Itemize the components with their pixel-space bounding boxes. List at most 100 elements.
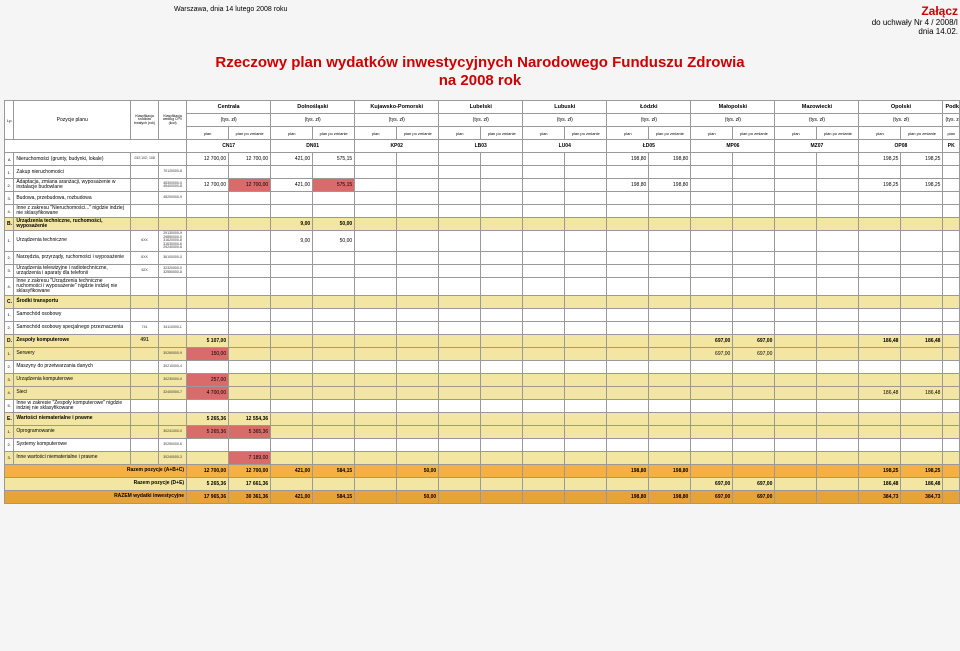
cell bbox=[649, 308, 691, 321]
hdr-region: Łódzki bbox=[607, 101, 691, 114]
cell bbox=[649, 347, 691, 360]
cell bbox=[859, 166, 901, 179]
cell bbox=[313, 412, 355, 425]
cell bbox=[775, 386, 817, 399]
cell bbox=[607, 373, 649, 386]
cell bbox=[439, 231, 481, 252]
footer-label: RAZEM wydatki inwestycyjne bbox=[5, 490, 187, 503]
hdr-klas2: Klasyfikacja według CPV (kod) bbox=[159, 101, 187, 140]
cell bbox=[229, 295, 271, 308]
cell bbox=[481, 166, 523, 179]
cell bbox=[733, 308, 775, 321]
cell bbox=[481, 264, 523, 277]
cell bbox=[691, 295, 733, 308]
cell bbox=[397, 153, 439, 166]
cell bbox=[733, 438, 775, 451]
footer-cell: 421,00 bbox=[271, 490, 313, 503]
row-id: A bbox=[5, 153, 14, 166]
cell bbox=[733, 451, 775, 464]
cell bbox=[397, 412, 439, 425]
cell bbox=[481, 218, 523, 231]
cell bbox=[439, 308, 481, 321]
row-k1 bbox=[131, 360, 159, 373]
row-k2 bbox=[159, 295, 187, 308]
footer-cell: 697,00 bbox=[733, 490, 775, 503]
row-id: 5. bbox=[5, 399, 14, 412]
cell bbox=[943, 231, 960, 252]
cell bbox=[523, 231, 565, 252]
footer-cell bbox=[943, 477, 960, 490]
hdr-sub: plan po zmianie bbox=[649, 127, 691, 140]
cell bbox=[859, 251, 901, 264]
cell bbox=[565, 179, 607, 192]
cell bbox=[565, 360, 607, 373]
footer-cell: 198,80 bbox=[649, 490, 691, 503]
row-id: 3. bbox=[5, 192, 14, 205]
cell bbox=[313, 205, 355, 218]
row-label: Systemy komputerowe bbox=[14, 438, 131, 451]
hdr-code: MZ07 bbox=[775, 140, 859, 153]
cell: 5 365,36 bbox=[229, 425, 271, 438]
footer-cell bbox=[397, 477, 439, 490]
cell bbox=[523, 218, 565, 231]
cell: 7 189,00 bbox=[229, 451, 271, 464]
cell: 50,00 bbox=[313, 218, 355, 231]
cell bbox=[649, 438, 691, 451]
cell bbox=[817, 360, 859, 373]
cell bbox=[355, 412, 397, 425]
cell: 198,25 bbox=[859, 179, 901, 192]
footer-cell bbox=[523, 490, 565, 503]
doc-date: Warszawa, dnia 14 lutego 2008 roku bbox=[174, 6, 287, 13]
row-label: Wartości niematerialne i prawne bbox=[14, 412, 131, 425]
cell bbox=[523, 166, 565, 179]
cell: 697,00 bbox=[691, 347, 733, 360]
cell bbox=[733, 218, 775, 231]
cell bbox=[943, 451, 960, 464]
hdr-tys: (tys. zł) bbox=[943, 114, 960, 127]
cell bbox=[691, 451, 733, 464]
row-id: 2. bbox=[5, 179, 14, 192]
cell bbox=[229, 334, 271, 347]
hdr-tys: (tys. zł) bbox=[187, 114, 271, 127]
cell bbox=[901, 425, 943, 438]
cell: 198,80 bbox=[607, 179, 649, 192]
cell bbox=[355, 334, 397, 347]
cell: 50,00 bbox=[313, 231, 355, 252]
cell bbox=[775, 360, 817, 373]
cell bbox=[817, 347, 859, 360]
row-id: 3. bbox=[5, 373, 14, 386]
cell bbox=[607, 399, 649, 412]
cell bbox=[859, 451, 901, 464]
cell bbox=[439, 438, 481, 451]
cell bbox=[439, 218, 481, 231]
cell bbox=[229, 166, 271, 179]
cell bbox=[397, 231, 439, 252]
cell bbox=[775, 264, 817, 277]
cell bbox=[943, 166, 960, 179]
cell bbox=[901, 166, 943, 179]
row-label: Środki transportu bbox=[14, 295, 131, 308]
row-k2: 45200000-9 bbox=[159, 192, 187, 205]
cell bbox=[817, 451, 859, 464]
cell bbox=[733, 179, 775, 192]
cell bbox=[271, 166, 313, 179]
cell bbox=[481, 251, 523, 264]
cell bbox=[733, 277, 775, 295]
cell bbox=[691, 373, 733, 386]
cell bbox=[691, 412, 733, 425]
cell bbox=[817, 308, 859, 321]
cell bbox=[943, 412, 960, 425]
row-k1 bbox=[131, 295, 159, 308]
cell bbox=[271, 192, 313, 205]
cell bbox=[397, 295, 439, 308]
cell bbox=[481, 360, 523, 373]
footer-cell: 198,80 bbox=[607, 490, 649, 503]
cell bbox=[313, 386, 355, 399]
cell bbox=[523, 308, 565, 321]
footer-label: Razem pozycje (A+B+C) bbox=[5, 464, 187, 477]
row-k1 bbox=[131, 425, 159, 438]
row-label: Nieruchomości (grunty, budynki, lokale) bbox=[14, 153, 131, 166]
cell bbox=[859, 264, 901, 277]
cell bbox=[943, 425, 960, 438]
footer-cell bbox=[481, 464, 523, 477]
